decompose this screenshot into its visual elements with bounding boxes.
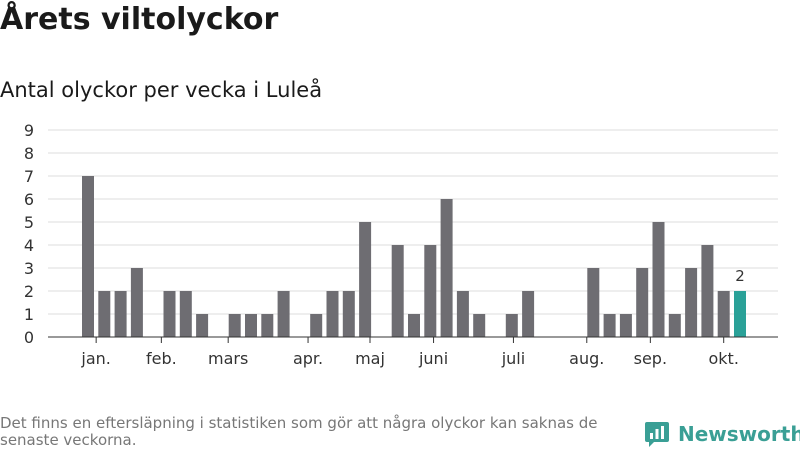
bar (82, 176, 94, 337)
bar (701, 245, 714, 337)
chart-subtitle: Antal olyckor per vecka i Luleå (0, 78, 323, 102)
y-tick-label: 4 (24, 236, 34, 255)
bar (636, 268, 649, 337)
x-tick-label: maj (355, 349, 385, 368)
bar (652, 222, 665, 337)
bar (456, 291, 469, 337)
bar (130, 268, 143, 337)
x-tick-label: sep. (634, 349, 667, 368)
bar (245, 314, 257, 337)
bar-chart: 0 1 2 3 4 5 6 7 8 9 jan. feb. mars apr. maj juni juli au… (24, 121, 778, 368)
x-tick-label: mars (208, 349, 248, 368)
bar (685, 268, 698, 337)
bar (668, 314, 681, 337)
bar (522, 291, 535, 337)
x-axis: jan. feb. mars apr. maj juni juli aug. sep. okt. (48, 336, 778, 368)
y-tick-label: 5 (24, 213, 34, 232)
bar (473, 314, 486, 337)
bar (359, 222, 372, 337)
x-tick-label: juli (501, 349, 525, 368)
bar (391, 245, 404, 337)
x-tick-label: aug. (569, 349, 604, 368)
bar (424, 245, 437, 337)
data-labels: 2 (735, 267, 745, 285)
bar (261, 314, 274, 337)
bar (587, 268, 600, 337)
x-tick-label: jan. (80, 349, 110, 368)
bar (505, 314, 518, 337)
y-axis-ticks: 0 1 2 3 4 5 6 7 8 9 (24, 121, 34, 347)
bars (82, 176, 746, 337)
x-tick-label: feb. (146, 349, 177, 368)
bar (163, 291, 176, 337)
bar (326, 291, 339, 337)
y-tick-label: 0 (24, 328, 34, 347)
chart-title: Årets viltolyckor (0, 2, 279, 37)
bar (114, 291, 127, 337)
grid-lines (48, 129, 778, 315)
bar (408, 314, 420, 337)
data-label-last: 2 (735, 267, 745, 285)
y-tick-label: 9 (24, 121, 34, 140)
y-tick-label: 6 (24, 190, 34, 209)
bar (310, 314, 323, 337)
x-tick-label: apr. (293, 349, 323, 368)
y-tick-label: 8 (24, 144, 34, 163)
bar (277, 291, 290, 337)
bar (228, 314, 241, 337)
brand-name: Newsworthy (678, 422, 800, 446)
bar (98, 291, 111, 337)
y-tick-label: 7 (24, 167, 34, 186)
y-tick-label: 1 (24, 305, 34, 324)
bar (196, 314, 209, 337)
bar (717, 291, 730, 337)
bar (179, 291, 192, 337)
brand-logo[interactable]: Newsworthy (644, 420, 800, 448)
bar (440, 199, 453, 337)
bar (603, 314, 616, 337)
footnote: Det finns en eftersläpning i statistiken… (0, 414, 598, 449)
bar (619, 314, 632, 337)
bar-highlight (734, 291, 746, 337)
newsworthy-logo-icon (645, 422, 669, 447)
bar (342, 291, 355, 337)
x-tick-label: okt. (708, 349, 738, 368)
y-tick-label: 3 (24, 259, 34, 278)
x-tick-label: juni (418, 349, 448, 368)
y-tick-label: 2 (24, 282, 34, 301)
